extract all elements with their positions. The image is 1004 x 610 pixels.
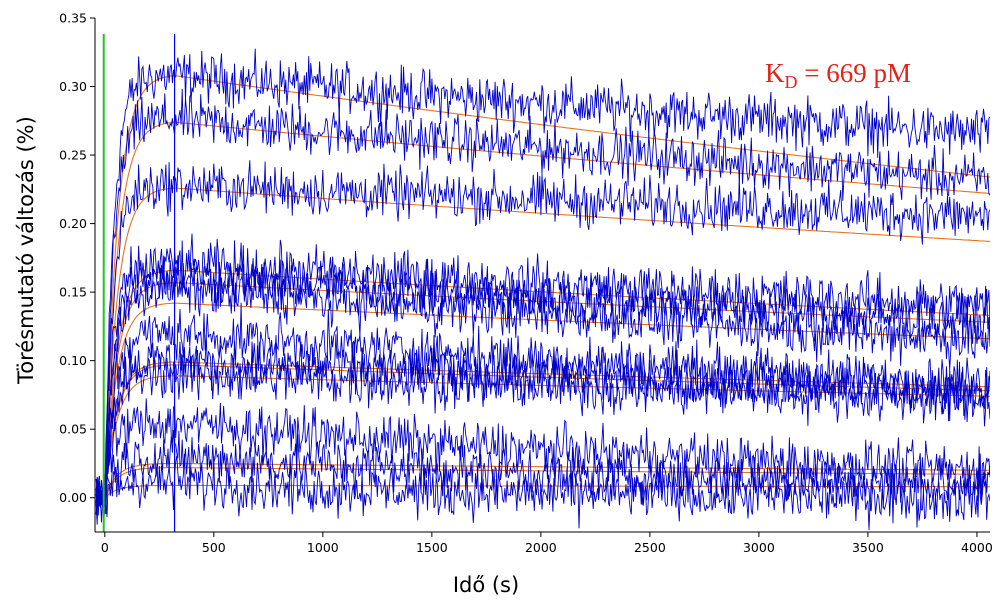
axes-layer: 0.00 0.05 0.10 0.15 0.20 0.25 0.30 0.35 0 500 1000… [59,11,993,556]
kd-annotation-subscript: D [785,72,798,92]
marker-layer [102,34,176,532]
series-layer [95,48,990,531]
y-tick-label: 0.10 [59,353,87,368]
kd-annotation-value: = 669 pM [798,58,911,88]
x-tick-label: 4000 [961,540,993,555]
measured-curve-3 [95,160,990,509]
measured-curve-6 [95,262,990,525]
x-tick-label: 1000 [307,540,339,555]
measured-curve-10 [95,398,990,515]
x-tick-label: 500 [202,540,226,555]
x-tick-label: 0 [101,540,109,555]
y-tick-label: 0.00 [59,490,87,505]
y-tick-label: 0.15 [59,285,87,300]
x-tick-label: 1500 [416,540,448,555]
measured-curve-12 [95,453,990,531]
fit-curve-4 [96,269,990,499]
y-tick-label: 0.20 [59,216,87,231]
measured-curve-9 [95,345,990,505]
measured-curve-2 [95,88,990,510]
y-axis-title: Törésmutató változás (%) [14,116,38,385]
x-tick-label: 3000 [743,540,775,555]
measured-curve-11 [95,430,990,516]
x-tick-label: 2500 [634,540,666,555]
y-tick-label: 0.35 [59,11,87,26]
measured-curve-1 [95,48,990,505]
y-tick-label: 0.25 [59,148,87,163]
y-tick-label: 0.30 [59,79,87,94]
kd-annotation: KD = 669 pM [765,58,911,92]
x-tick-label: 3500 [852,540,884,555]
y-tick-label: 0.05 [59,422,87,437]
kd-annotation-prefix: K [765,58,785,88]
fit-curve-3 [96,187,990,499]
x-axis-title: Idő (s) [453,573,519,597]
x-tick-label: 2000 [525,540,557,555]
